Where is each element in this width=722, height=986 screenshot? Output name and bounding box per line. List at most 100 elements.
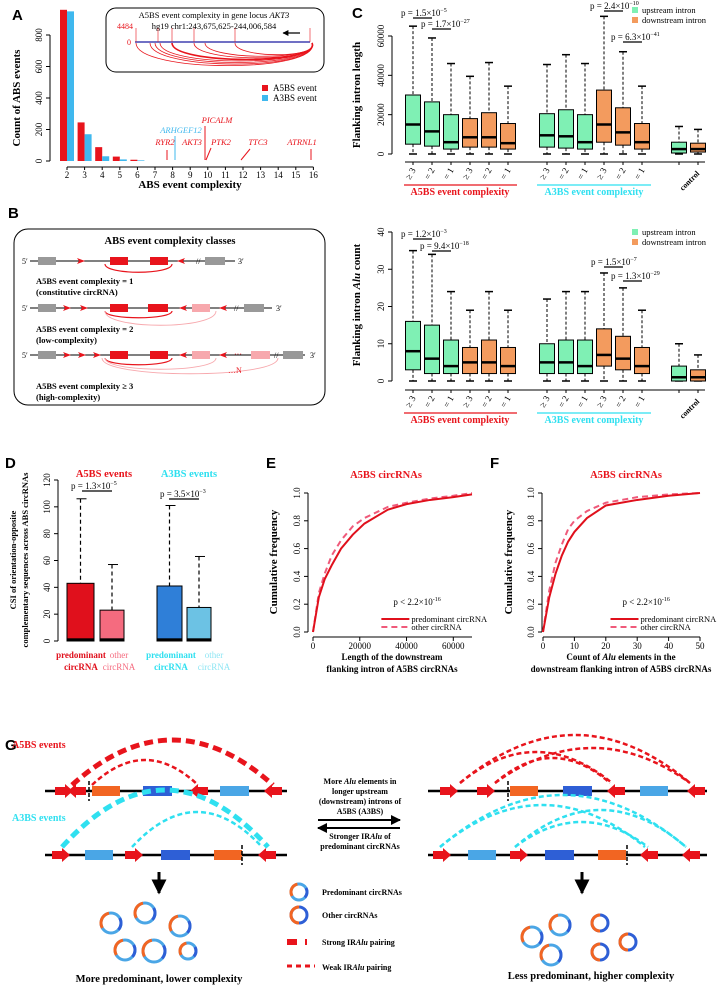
panel-e-title: A5BS circRNAs [350,470,422,481]
weak-pairing-arc [514,820,649,848]
legend-downstream: downstream intron [642,237,707,247]
control-label: control [678,169,702,193]
pink-exon [251,351,270,359]
splicing-arc [104,357,217,370]
y-tick-label: 10 [376,339,386,349]
x-tick-label: 16 [309,170,319,180]
row3-5prime: 5′ [22,351,28,360]
x-tick-label: = 1 [498,394,513,409]
x-tick-label: 6 [135,170,140,180]
alu-arrow-left-icon [190,784,208,798]
legend-weak: Weak IRAlu pairing [322,963,391,972]
y-tick-label: 400 [34,91,44,105]
weak-pairing-arc [494,756,611,784]
y-tick-label: 0 [34,158,44,163]
bar-a5bs [77,122,85,161]
arrow-left-icon [179,352,187,358]
g-center-line4: A5BS (A3BS) [337,807,384,816]
row3-sublabel: (high-complexity) [36,392,100,402]
y-tick-label: 200 [34,122,44,136]
a3bs-group-label: A3BS event complexity [545,415,644,426]
exon-blue [161,850,190,860]
alu-arrow-right-icon [510,848,528,862]
grey-exon [205,257,225,265]
a3bs-group-label: A3BS event complexity [545,187,644,198]
box-downstream [596,89,612,143]
box-downstream [500,346,516,375]
cdf-line-predominant [312,493,473,633]
red-exon [148,304,168,312]
y-tick-label: 0.4 [292,570,302,582]
x-tick-label: 14 [274,170,284,180]
pvalue-label: p = 3.5×10−3 [160,489,206,499]
d-label-a5-other-1: other [110,650,129,660]
legend-upstream: upstream intron [642,5,696,15]
bar-a3bs [67,11,74,161]
row3-ellipsis: ··· [234,350,242,359]
circrna-blue-segment [289,882,309,902]
pvalue-label: p < 2.2×10-16 [623,597,670,607]
inset-junction-arcs [135,28,313,67]
circrna-orange-segment [289,882,309,902]
alu-arrow-right-icon [125,848,143,862]
x-tick-label: = 1 [498,166,513,181]
d-label-a3-other-2: circRNA [198,662,231,672]
legend-a5bs-event: A5BS event [273,83,317,93]
alu-arrow-right-icon [52,848,70,862]
x-tick-label: 10 [570,641,580,651]
box-upstream [405,320,421,371]
y-tick-label: 800 [34,28,44,42]
pvalue-label: p = 6.3×10−41 [611,32,660,42]
row2-3prime: 3′ [276,304,282,313]
box-downstream [462,118,478,148]
splicing-arc [104,310,217,326]
legend-strong: Strong IRAlu pairing [322,938,395,947]
x-tick-label: 2 [65,170,70,180]
panel-d-a3bs-title: A3BS events [161,469,217,480]
box-upstream [424,324,440,375]
y-tick-label: 120 [42,473,52,487]
weak-pairing-arc [91,758,199,786]
gene-label-ryr2: RYR2 [154,137,175,147]
splicing-arc [104,263,173,273]
box-upstream [443,339,459,375]
legend-predominant: predominant circRNA [641,614,718,624]
median-band [187,638,211,641]
bar-a3bs [84,134,92,161]
box-upstream [577,339,593,375]
y-tick-label: 0.2 [526,599,536,610]
grey-exon [38,257,56,265]
bar [186,606,212,642]
alu-arrow-right-icon [433,848,451,862]
x-tick-label: ≥ 3 [537,394,552,410]
circrna-orange-segment [133,901,157,925]
bar-a3bs [119,159,127,161]
gene-label-ttc3: TTC3 [248,137,267,147]
exon-orange [214,850,242,860]
panel-f-xlabel-1: Count of Alu elements in the [566,652,675,662]
panel-d: D CSI of orientation-opposite complement… [5,455,231,672]
box-downstream [481,339,497,375]
junction-arc [204,42,313,57]
x-tick-label: 0 [311,641,316,651]
panel-b-frame [13,228,326,406]
legend-other: other circRNA [411,622,462,632]
circrna-orange-segment [113,938,137,962]
g-center-line1: More Alu elements in [324,777,398,786]
x-tick-label: = 1 [441,166,456,181]
box-downstream [615,107,631,146]
x-tick-label: = 1 [632,166,647,181]
box-downstream [690,369,706,382]
red-exon [150,257,168,265]
panel-c-alu-ylabel: Flanking intron Alu count [351,243,363,366]
panel-e-ylabel: Cumulative frequency [268,509,280,614]
g-center-line2: longer upstream [332,787,388,796]
box-downstream [481,112,497,148]
x-tick-label: 20000 [349,641,372,651]
panel-c-length-ylabel: Flanking intron length [351,42,363,148]
alu-arrow-left-icon [682,848,700,862]
x-tick-label: ≥ 3 [403,394,418,410]
weak-pairing-arc [514,808,687,848]
y-tick-label: 40 [42,582,52,592]
bar-a5bs [60,9,67,161]
